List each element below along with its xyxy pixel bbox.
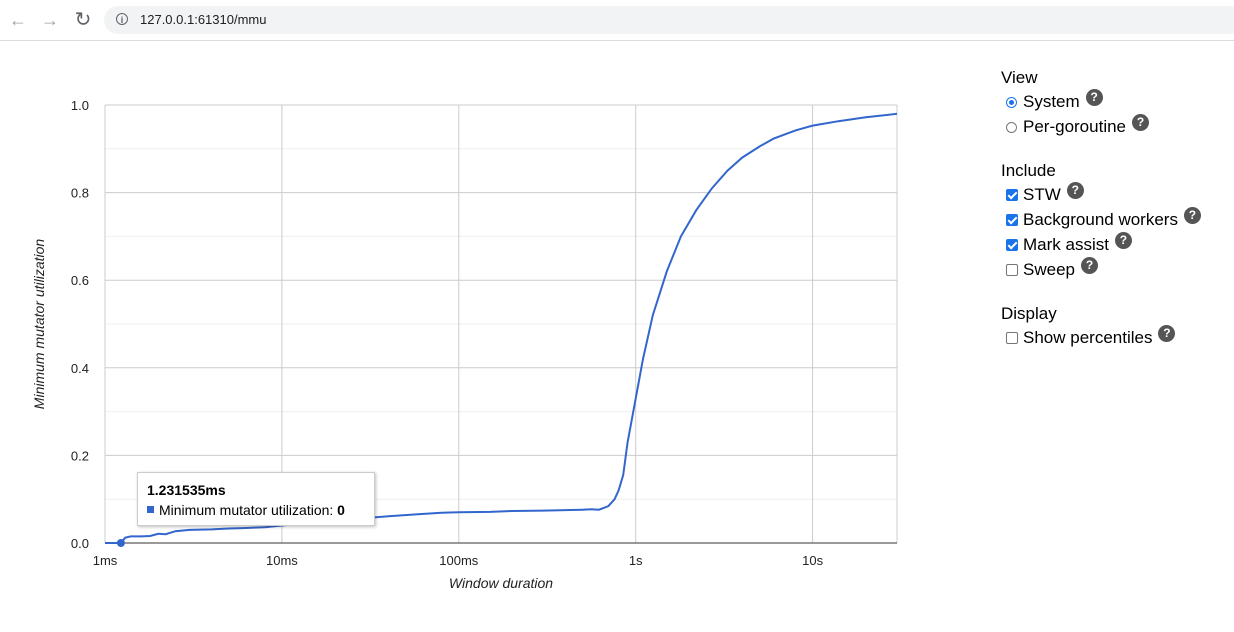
tooltip-row: Minimum mutator utilization: 0 <box>147 502 345 518</box>
y-tick-label: 0.6 <box>71 273 89 288</box>
browser-toolbar: ← → ↻ i 127.0.0.1:61310/mmu <box>0 0 1234 41</box>
help-icon[interactable]: ? <box>1114 231 1132 249</box>
help-icon[interactable]: ? <box>1158 324 1176 342</box>
axes <box>104 105 897 544</box>
include-section-title: Include <box>1001 161 1056 180</box>
y-axis-title: Minimum mutator utilization <box>31 239 47 410</box>
checkbox-stw[interactable] <box>1006 189 1018 201</box>
forward-arrow-icon[interactable]: → <box>41 10 59 30</box>
include-option-background-workers[interactable]: Background workers ? <box>1006 206 1201 230</box>
checkbox-mark-assist[interactable] <box>1006 239 1018 251</box>
tick-labels: 0.0 0.2 0.4 0.6 0.8 1.0 1ms 10ms 100ms 1s 10s <box>71 98 824 568</box>
x-tick-label: 10s <box>802 553 823 568</box>
checkbox-sweep[interactable] <box>1006 264 1018 276</box>
y-tick-label: 0.4 <box>71 361 89 376</box>
view-option-system[interactable]: System ? <box>1006 88 1103 112</box>
view-option-per-goroutine[interactable]: Per-goroutine ? <box>1006 113 1150 137</box>
view-option-label: Per-goroutine <box>1023 117 1127 136</box>
grid-lines <box>105 104 898 543</box>
display-section-title: Display <box>1001 304 1057 323</box>
reload-icon[interactable]: ↻ <box>74 9 92 31</box>
include-option-label: STW <box>1023 185 1061 204</box>
radio-per-goroutine[interactable] <box>1006 121 1017 133</box>
x-tick-label: 1s <box>629 553 643 568</box>
include-option-sweep[interactable]: Sweep ? <box>1006 256 1098 280</box>
view-section-title: View <box>1001 68 1038 87</box>
info-icon[interactable]: i <box>116 13 128 25</box>
y-tick-label: 1.0 <box>71 98 89 113</box>
include-option-label: Sweep <box>1023 260 1075 279</box>
checkbox-background-workers[interactable] <box>1006 214 1018 226</box>
help-icon[interactable]: ? <box>1132 113 1150 131</box>
tooltip-series-swatch <box>147 506 154 513</box>
checkbox-show-percentiles[interactable] <box>1006 332 1018 344</box>
help-icon[interactable]: ? <box>1066 181 1084 199</box>
x-tick-label: 1ms <box>93 553 118 568</box>
include-option-stw[interactable]: STW ? <box>1006 181 1084 205</box>
include-option-label: Background workers <box>1023 210 1178 229</box>
tooltip-label: Minimum mutator utilization: <box>159 502 338 518</box>
address-bar[interactable]: i 127.0.0.1:61310/mmu <box>104 6 1234 34</box>
view-option-label: System <box>1023 92 1080 111</box>
help-icon[interactable]: ? <box>1183 206 1201 224</box>
x-tick-label: 10ms <box>266 553 298 568</box>
back-arrow-icon[interactable]: ← <box>9 10 27 30</box>
include-option-label: Mark assist <box>1023 235 1109 254</box>
tooltip-value: 0 <box>337 502 345 518</box>
display-option-show-percentiles[interactable]: Show percentiles ? <box>1006 324 1176 348</box>
display-option-label: Show percentiles <box>1023 328 1153 347</box>
chart-tooltip: 1.231535ms Minimum mutator utilization: … <box>137 472 375 526</box>
x-tick-label: 100ms <box>439 553 479 568</box>
y-tick-label: 0.0 <box>71 536 89 551</box>
help-icon[interactable]: ? <box>1085 88 1103 106</box>
y-tick-label: 0.8 <box>71 186 89 201</box>
include-option-mark-assist[interactable]: Mark assist ? <box>1006 231 1132 255</box>
mmu-chart: 0.0 0.2 0.4 0.6 0.8 1.0 1ms 10ms 100ms 1s 10s Wind… <box>31 98 898 591</box>
help-icon[interactable]: ? <box>1080 256 1098 274</box>
hover-data-point[interactable] <box>116 539 125 547</box>
y-tick-label: 0.2 <box>71 448 89 463</box>
tooltip-title: 1.231535ms <box>147 482 226 498</box>
x-axis-title: Window duration <box>449 575 553 591</box>
url-text[interactable]: 127.0.0.1:61310/mmu <box>140 12 267 27</box>
radio-system[interactable] <box>1006 96 1017 108</box>
series-line-mmu[interactable] <box>105 112 898 544</box>
